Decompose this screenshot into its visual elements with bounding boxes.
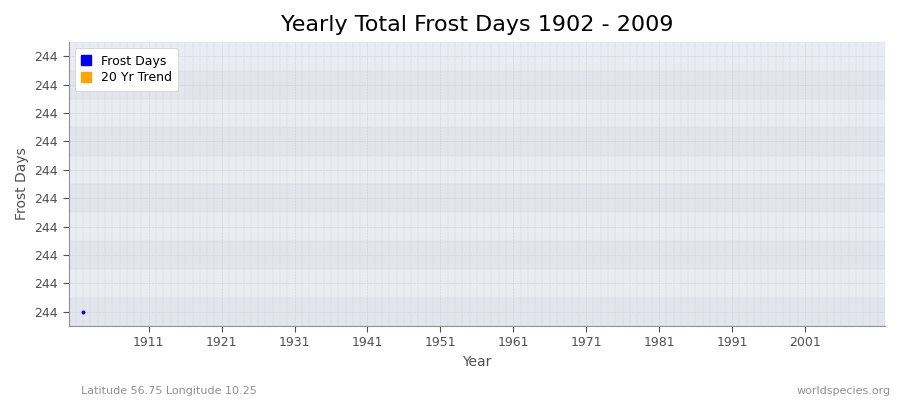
- Bar: [68, 156, 885, 184]
- Bar: [68, 184, 885, 212]
- Bar: [68, 127, 885, 156]
- Bar: [68, 99, 885, 127]
- Text: Latitude 56.75 Longitude 10.25: Latitude 56.75 Longitude 10.25: [81, 386, 256, 396]
- Text: worldspecies.org: worldspecies.org: [796, 386, 891, 396]
- Bar: [68, 212, 885, 241]
- Bar: [68, 298, 885, 326]
- Title: Yearly Total Frost Days 1902 - 2009: Yearly Total Frost Days 1902 - 2009: [281, 15, 673, 35]
- Bar: [68, 42, 885, 70]
- Bar: [68, 269, 885, 298]
- Point: [76, 309, 90, 315]
- Bar: [68, 70, 885, 99]
- X-axis label: Year: Year: [462, 355, 491, 369]
- Bar: [68, 241, 885, 269]
- Y-axis label: Frost Days: Frost Days: [15, 148, 29, 220]
- Legend: Frost Days, 20 Yr Trend: Frost Days, 20 Yr Trend: [75, 48, 178, 91]
